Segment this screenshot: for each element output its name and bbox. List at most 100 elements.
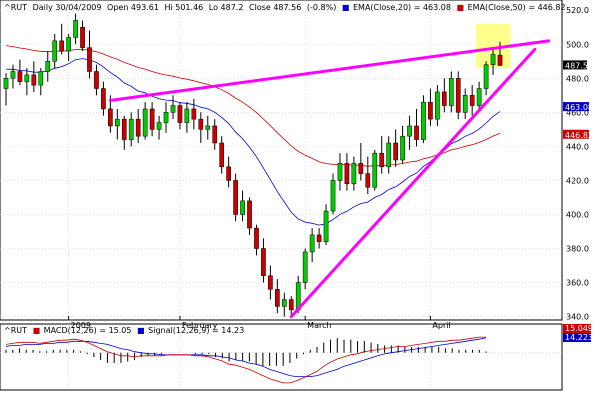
candle-body: [400, 135, 405, 161]
candle-body: [17, 71, 23, 82]
macd-line: [5, 336, 486, 384]
candle: [205, 115, 211, 140]
title-symbol: ^RUT: [4, 3, 27, 12]
candle-body: [268, 275, 273, 290]
price-x-label: March: [307, 321, 331, 330]
candle: [101, 81, 106, 116]
candle-body: [469, 95, 475, 106]
candle-body: [184, 108, 190, 123]
candle-body: [462, 95, 468, 113]
candle-body: [483, 64, 489, 89]
candle-body: [59, 40, 64, 52]
macd-value-label: 15.0499: [565, 324, 598, 333]
macd-title-signal: Signal(12,26,9) = 14.23: [148, 326, 244, 335]
candle: [233, 173, 238, 222]
title-date: Daily 30/04/2009: [33, 3, 102, 12]
macd-title-macd: MACD(12,26) = 15.05: [44, 326, 132, 335]
title-high: Hi 501.46: [164, 3, 203, 12]
price-y-tick: 340.0: [566, 313, 589, 322]
price-y-tick: 360.0: [566, 279, 589, 288]
candle: [10, 64, 16, 89]
candle-body: [191, 108, 197, 120]
candle: [31, 61, 37, 92]
candle: [247, 197, 252, 235]
candle: [288, 296, 294, 317]
candle: [309, 228, 315, 263]
title-ema50-swatch: ■: [457, 3, 465, 12]
candle-body: [73, 20, 78, 38]
price-y-axis: 520.0 500.0 480.0 460.0 440.0 420.0 400.0 380.0…: [566, 6, 589, 321]
candle: [400, 125, 405, 164]
candle: [149, 102, 155, 137]
candle: [94, 64, 99, 96]
candle-body: [10, 71, 16, 79]
candle: [261, 238, 266, 283]
last-price-label: 487.56: [565, 61, 593, 70]
candle-body: [94, 71, 99, 89]
candle-body: [142, 108, 148, 137]
candle: [73, 13, 78, 45]
candle: [275, 279, 280, 314]
price-y-tick: 420.0: [566, 176, 589, 185]
signal-value-label: 14.2234: [565, 333, 598, 342]
candle: [442, 78, 447, 113]
candle-body: [233, 180, 238, 215]
candle: [3, 73, 9, 106]
candle-body: [455, 78, 461, 113]
candle: [476, 81, 482, 113]
candle: [421, 95, 426, 143]
candle-body: [393, 142, 398, 161]
candle-body: [198, 118, 204, 130]
candle-body: [288, 299, 294, 311]
candle: [17, 59, 23, 86]
candle-body: [476, 88, 482, 106]
candle: [254, 224, 259, 256]
candle: [483, 61, 489, 96]
candle-body: [114, 118, 120, 127]
candle-body: [316, 234, 322, 242]
last-price-tag: 487.56: [563, 60, 593, 70]
candle: [170, 95, 176, 120]
candle: [455, 71, 461, 120]
candle-body: [177, 105, 183, 123]
candle: [163, 102, 169, 133]
candle-body: [344, 163, 350, 185]
candle-body: [497, 54, 503, 66]
price-y-tick: 520.0: [566, 6, 589, 15]
candle: [316, 228, 322, 249]
candle: [448, 71, 454, 113]
candle-body: [170, 105, 176, 113]
signal-line: [5, 337, 487, 377]
price-y-tick: 400.0: [566, 210, 589, 219]
candle-body: [261, 248, 266, 276]
ema50-tag: 446.826: [563, 129, 598, 140]
candle: [337, 153, 343, 191]
candle-body: [421, 101, 426, 140]
price-x-label: February: [182, 321, 218, 330]
candle-body: [351, 163, 357, 185]
candle: [330, 173, 336, 215]
price-y-tick: 500.0: [566, 40, 589, 49]
ema20-value-label: 463.084: [565, 103, 598, 112]
price-x-label: 2009: [71, 321, 91, 330]
macd-title-signal-swatch: ■: [137, 326, 145, 335]
price-chart-title: ^RUT Daily 30/04/2009 Open 493.61 Hi 501…: [4, 3, 566, 12]
candle-body: [337, 163, 343, 181]
candle: [281, 292, 287, 317]
candle: [497, 41, 503, 67]
candle: [87, 30, 92, 79]
price-panel-frame: [0, 0, 563, 321]
title-ema50: EMA(Close,50) = 446.82: [468, 3, 566, 12]
candle-body: [435, 91, 440, 120]
candle: [365, 156, 371, 195]
candle: [177, 102, 183, 130]
candle-body: [149, 108, 155, 130]
candle-body: [309, 234, 315, 253]
candle: [490, 47, 496, 75]
candle-body: [205, 125, 211, 130]
candle-body: [275, 289, 280, 307]
candle: [302, 248, 308, 290]
candle: [45, 51, 51, 82]
candle: [114, 108, 120, 140]
